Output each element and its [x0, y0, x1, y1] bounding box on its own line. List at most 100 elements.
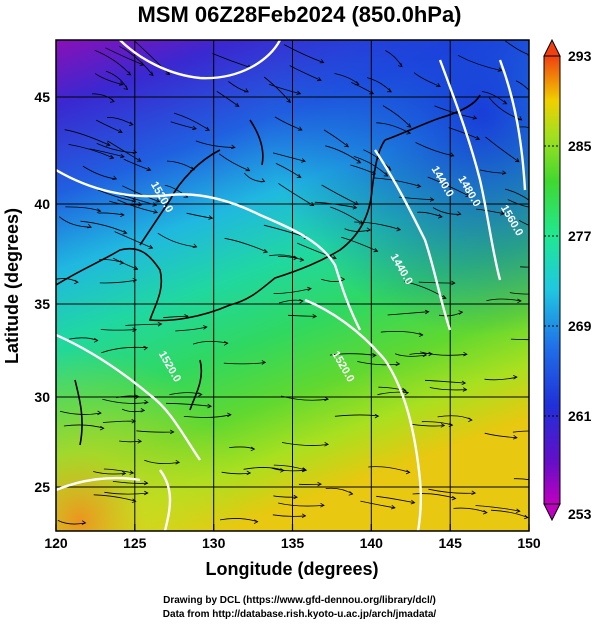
streamline-arrow	[438, 213, 443, 219]
streamline	[323, 129, 349, 148]
streamline-arrow	[312, 314, 318, 319]
x-tick-label: 130	[202, 535, 226, 551]
streamline	[103, 468, 134, 474]
streamline	[353, 156, 388, 177]
colorbar-label: 277	[568, 228, 592, 244]
streamline-arrow	[296, 90, 302, 95]
streamline-arrow	[461, 380, 467, 386]
streamline	[413, 72, 441, 87]
streamline	[273, 495, 298, 498]
streamline	[228, 81, 249, 93]
streamline-arrow	[207, 403, 212, 409]
streamline	[428, 488, 476, 494]
streamline-arrow	[137, 439, 143, 444]
streamline-arrow	[244, 88, 249, 93]
streamline	[117, 199, 158, 213]
streamline	[195, 140, 235, 148]
streamline-arrow	[390, 504, 396, 510]
streamline	[366, 77, 392, 93]
streamline	[163, 315, 189, 319]
streamline	[119, 440, 142, 443]
streamline	[219, 518, 258, 523]
streamline	[119, 45, 154, 76]
y-tick-label: 30	[34, 389, 50, 405]
streamline	[65, 206, 101, 212]
streamline	[484, 376, 517, 381]
streamline-arrow	[152, 202, 158, 207]
streamline	[278, 502, 325, 507]
streamline	[63, 424, 104, 429]
streamline-arrow	[146, 166, 152, 172]
streamline-arrow	[296, 173, 302, 178]
y-tick-label: 40	[34, 196, 50, 212]
streamline	[169, 392, 202, 396]
x-tick-label: 145	[439, 535, 463, 551]
streamline	[429, 387, 467, 391]
streamline-arrow	[405, 469, 411, 475]
streamline-arrow	[192, 243, 198, 248]
y-tick-label: 35	[34, 296, 50, 312]
lat-lon-grid	[56, 40, 529, 531]
streamline-arrow	[422, 352, 428, 358]
streamline-arrow	[260, 178, 266, 183]
streamline-arrow	[320, 502, 325, 508]
streamline	[144, 459, 180, 464]
streamline-arrow	[208, 215, 214, 220]
streamline	[515, 80, 529, 91]
x-tick-label: 120	[44, 535, 68, 551]
streamline-arrow	[132, 327, 137, 332]
streamline-arrow	[517, 116, 523, 121]
streamline-arrow	[456, 211, 462, 216]
streamline-arrow	[538, 292, 542, 296]
streamline	[360, 500, 395, 509]
streamline-arrow	[530, 92, 534, 96]
streamline	[170, 121, 197, 130]
streamline	[100, 329, 137, 331]
streamline-arrow	[458, 310, 464, 315]
temperature-field: 1520.01520.01440.01440.01480.01560.01520…	[56, 40, 542, 531]
streamline-arrow	[97, 410, 102, 416]
streamline	[377, 391, 409, 396]
streamline	[373, 177, 421, 187]
streamline	[488, 97, 522, 121]
streamline	[512, 430, 529, 433]
streamline-arrow	[324, 396, 329, 402]
streamline	[68, 144, 114, 159]
streamline-arrow	[128, 121, 134, 126]
streamline-arrow	[112, 175, 118, 180]
streamline	[269, 254, 298, 259]
streamline-arrow	[440, 423, 446, 428]
streamline	[334, 414, 379, 417]
streamline-arrow	[344, 143, 349, 148]
streamline-arrow	[120, 153, 125, 159]
streamline-arrow	[105, 142, 111, 147]
streamline-arrow	[537, 429, 541, 433]
streamline	[112, 481, 148, 484]
streamline-arrow	[169, 429, 175, 435]
streamline	[273, 464, 307, 471]
streamline-arrow	[502, 100, 508, 105]
streamline-arrow	[299, 298, 304, 304]
streamline	[479, 169, 506, 174]
streamline	[475, 505, 520, 512]
streamline	[490, 509, 529, 518]
streamline-arrow	[110, 98, 115, 103]
streamline-arrow	[138, 201, 143, 207]
streamline	[157, 232, 197, 248]
streamline-arrow	[230, 144, 236, 150]
streamline-arrow	[149, 71, 154, 76]
x-tick-label: 150	[517, 535, 541, 551]
streamline-arrow	[463, 351, 468, 357]
streamline-arrow	[307, 286, 312, 292]
x-tick-label: 135	[281, 535, 305, 551]
streamline-arrow	[356, 159, 362, 164]
streamline	[94, 49, 131, 76]
streamline-arrow	[140, 408, 146, 413]
streamline	[404, 281, 447, 299]
streamline-arrow	[374, 413, 380, 419]
streamline-arrow	[366, 227, 372, 232]
streamline	[410, 423, 445, 427]
streamline-arrow	[371, 170, 377, 175]
streamline-arrow	[535, 205, 539, 208]
streamline	[105, 47, 144, 66]
